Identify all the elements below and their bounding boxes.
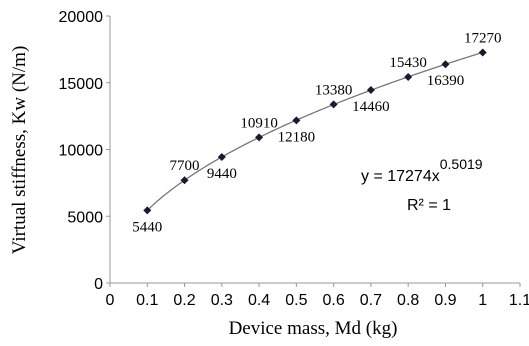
x-tick-label: 0.5	[285, 292, 307, 309]
x-tick-label: 1.1	[509, 292, 529, 309]
data-point-marker	[441, 60, 450, 69]
y-axis-title: Virtual stiffness, Kw (N/m)	[9, 46, 30, 255]
x-tick-label: 0	[106, 292, 115, 309]
y-tick-label: 20000	[59, 9, 104, 26]
x-tick-label: 0.9	[434, 292, 456, 309]
data-point-marker	[478, 48, 487, 57]
x-tick-label: 1	[478, 292, 487, 309]
data-point-marker	[329, 100, 338, 109]
x-axis-title: Device mass, Md (kg)	[229, 318, 398, 339]
data-point-marker	[180, 176, 189, 185]
data-point-marker	[255, 133, 264, 142]
trendline	[146, 51, 483, 211]
data-point-marker	[143, 206, 152, 215]
data-label: 10910	[240, 115, 278, 131]
data-label: 16390	[427, 73, 465, 89]
y-tick-label: 5000	[67, 209, 103, 226]
x-tick-label: 0.3	[211, 292, 233, 309]
y-tick-labels: 0 5000 10000 15000 20000	[59, 9, 110, 293]
x-tick-labels: 0 0.1 0.2 0.3 0.4 0.5 0.6 0.7 0.8 0.9 1 1.1	[106, 283, 529, 309]
data-label: 7700	[170, 158, 200, 174]
data-point-marker	[217, 152, 226, 161]
data-point-marker	[366, 85, 375, 94]
r-squared-text: R² = 1	[407, 197, 451, 214]
data-label: 14460	[352, 99, 390, 115]
y-tick-label: 15000	[59, 76, 104, 93]
data-label: 17270	[464, 30, 502, 46]
x-tick-label: 0.4	[248, 292, 270, 309]
trendline-exponent: 0.5019	[440, 156, 483, 172]
data-point-marker	[404, 73, 413, 82]
data-points	[143, 48, 487, 215]
x-tick-label: 0.8	[397, 292, 419, 309]
data-label: 12180	[278, 129, 316, 145]
trendline-equation: y = 17274x0.5019	[361, 156, 483, 185]
x-tick-label: 0.2	[173, 292, 195, 309]
y-tick-label: 0	[94, 276, 103, 293]
x-tick-label: 0.1	[136, 292, 158, 309]
data-point-marker	[292, 116, 301, 125]
data-label: 5440	[132, 219, 162, 235]
y-tick-label: 10000	[59, 143, 104, 160]
data-label: 9440	[207, 166, 237, 182]
x-tick-label: 0.6	[323, 292, 345, 309]
data-label: 13380	[315, 82, 353, 98]
data-label: 15430	[389, 55, 427, 71]
axes	[109, 16, 520, 284]
x-tick-label: 0.7	[360, 292, 382, 309]
